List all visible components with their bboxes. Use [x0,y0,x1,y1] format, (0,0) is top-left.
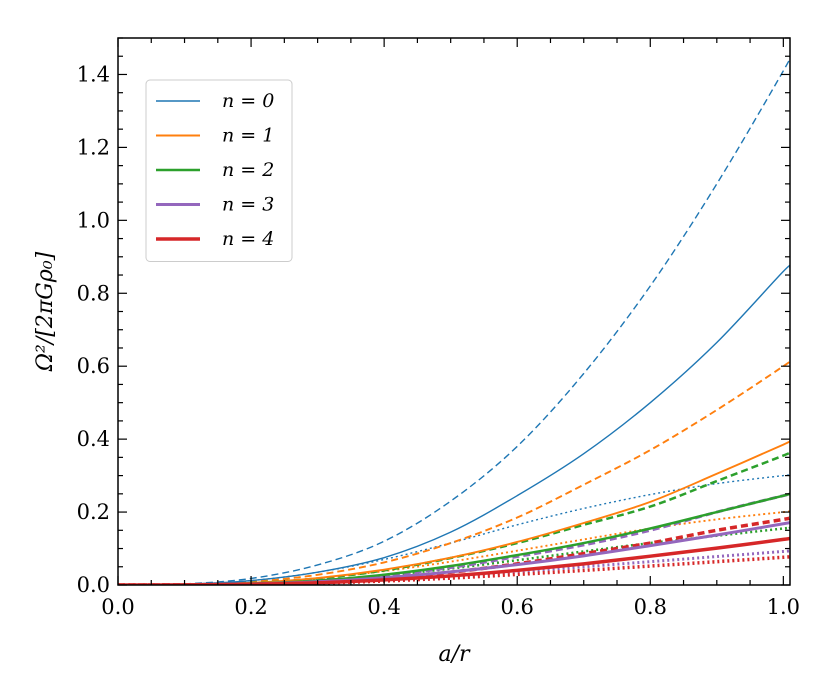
legend-item: n = 4 [156,228,274,250]
ticks-layer: 0.0 0.2 0.4 0.6 0.8 1.0 0.0 0.2 0.4 0.6 0.8 1.0 1.2 1… [77,37,800,619]
y-tick-label: 1.4 [77,62,110,86]
x-tick-label: 0.2 [234,595,267,619]
y-tick-label: 0.6 [77,354,110,378]
legend-box [145,79,293,262]
legend-label: n = 2 [222,159,274,181]
y-tick-label: 0.8 [77,281,110,305]
legend-label: n = 1 [222,125,274,147]
legend-item: n = 2 [156,159,274,181]
y-axis-label: Ω²/[2πGρ₀] [33,251,58,372]
x-tick-label: 0.6 [501,595,534,619]
plot-frame [117,37,791,586]
x-tick-label: 1.0 [767,595,800,619]
legend: n = 0 n = 1 n = 2 n = 3 n = 4 [145,79,293,262]
x-tick-label: 0.4 [367,595,400,619]
legend-item: n = 0 [156,90,274,112]
legend-label: n = 3 [222,194,274,216]
legend-item: n = 1 [156,125,274,147]
series-line-0-solid [118,264,790,585]
legend-label: n = 4 [222,228,274,250]
legend-item: n = 3 [156,194,274,216]
y-tick-label: 1.2 [77,135,110,159]
y-tick-label: 0.0 [77,573,110,597]
legend-label: n = 0 [222,90,274,112]
x-tick-label: 0.8 [634,595,667,619]
y-tick-label: 0.2 [77,500,110,524]
x-tick-label: 0.0 [101,595,134,619]
x-axis-label: a/r [438,642,471,667]
y-tick-label: 1.0 [77,208,110,232]
legend-items: n = 0 n = 1 n = 2 n = 3 n = 4 [156,90,274,250]
y-tick-label: 0.4 [77,427,110,451]
